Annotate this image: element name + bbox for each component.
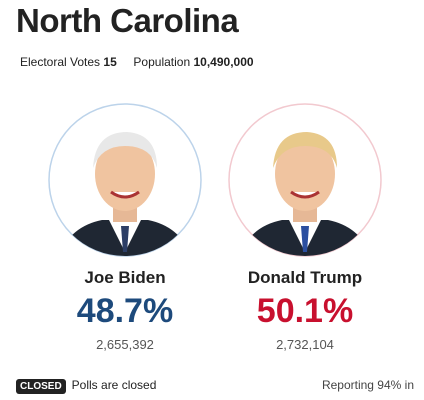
candidate-votes: 2,732,104 <box>276 337 334 352</box>
candidate-percent: 48.7% <box>76 292 174 330</box>
state-info: Electoral Votes 15 Population 10,490,000 <box>20 55 254 69</box>
candidate-percent: 50.1% <box>256 292 354 330</box>
candidate-card: Joe Biden 48.7% 2,655,392 <box>45 102 205 352</box>
status-badge: CLOSED <box>16 379 66 394</box>
candidate-photo <box>48 103 202 257</box>
state-title: North Carolina <box>16 2 239 39</box>
reporting: Reporting 94% in <box>321 378 414 392</box>
population-label: Population <box>133 55 191 69</box>
candidate-votes: 2,655,392 <box>96 337 154 352</box>
candidate-photo <box>228 103 382 257</box>
ev-value: 15 <box>103 55 117 69</box>
candidate-card: Donald Trump 50.1% 2,732,104 <box>225 102 385 352</box>
footer: CLOSED Polls are closed Reporting 94% in <box>16 378 414 394</box>
candidate-name: Joe Biden <box>84 268 166 287</box>
candidate-name: Donald Trump <box>247 268 363 287</box>
population-value: 10,490,000 <box>193 55 254 69</box>
status-text: Polls are closed <box>71 378 157 392</box>
ev-label: Electoral Votes <box>20 55 101 69</box>
